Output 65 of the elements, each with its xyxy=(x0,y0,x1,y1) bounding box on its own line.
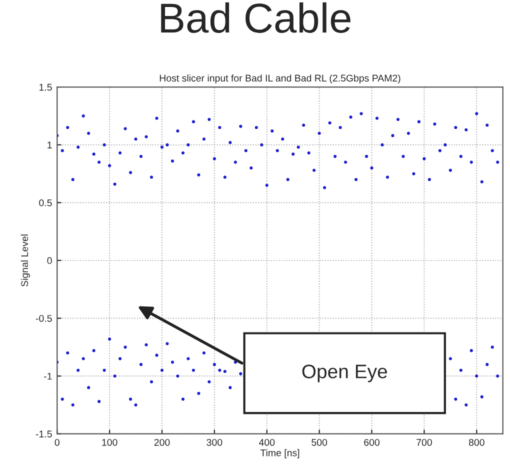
point xyxy=(454,398,458,401)
point xyxy=(176,374,180,378)
x-tick-label: 200 xyxy=(154,438,170,446)
point xyxy=(160,368,164,372)
point xyxy=(87,386,90,390)
y-tick-label: -1.5 xyxy=(36,430,52,438)
point xyxy=(186,357,190,360)
point xyxy=(239,372,242,376)
point xyxy=(92,349,96,352)
x-tick-label: 800 xyxy=(468,438,484,446)
point xyxy=(170,360,174,364)
point xyxy=(128,398,132,401)
point xyxy=(470,349,473,352)
point xyxy=(448,357,452,360)
point xyxy=(124,346,127,349)
y-tick-label: -0.5 xyxy=(36,314,52,322)
point xyxy=(76,368,80,372)
point xyxy=(60,398,64,401)
x-tick-label: 500 xyxy=(312,438,328,446)
point xyxy=(98,400,101,404)
point xyxy=(102,368,106,372)
y-tick-label: -1 xyxy=(44,372,52,380)
y-tick-label: 1 xyxy=(48,142,52,148)
point xyxy=(218,368,222,372)
x-tick-label: 0 xyxy=(54,438,60,446)
x-tick-label: 100 xyxy=(102,438,118,446)
point xyxy=(150,380,154,384)
point xyxy=(82,357,85,360)
y-tick-label: 0 xyxy=(47,257,52,264)
point xyxy=(197,392,200,395)
y-axis-title: Signal Level xyxy=(20,234,30,286)
chart-title: Bad Cable xyxy=(161,2,350,33)
point xyxy=(118,357,122,360)
x-tick-label: 400 xyxy=(258,438,275,446)
point xyxy=(208,380,211,384)
point xyxy=(459,368,462,372)
point xyxy=(480,395,484,398)
point xyxy=(113,374,116,378)
point xyxy=(134,403,138,406)
annotation: Open Eye xyxy=(302,364,387,382)
x-tick-label: 300 xyxy=(206,438,222,446)
point xyxy=(202,351,206,354)
point xyxy=(192,368,196,372)
point xyxy=(228,386,232,390)
point xyxy=(490,346,494,349)
x-tick-label: 600 xyxy=(364,438,380,446)
point xyxy=(464,403,468,406)
point xyxy=(66,351,70,354)
point xyxy=(108,337,112,341)
x-axis-title: Time [ns] xyxy=(260,449,300,458)
point xyxy=(139,362,143,366)
point xyxy=(475,374,478,378)
chart-subtitle: Host slicer input for Bad IL and Bad RL (2.5Gbps PAM2) xyxy=(160,74,400,84)
point xyxy=(496,374,500,378)
point xyxy=(181,398,185,401)
point xyxy=(166,342,169,346)
point xyxy=(144,343,148,346)
y-tick-label: 1.5 xyxy=(39,84,52,91)
point xyxy=(486,362,489,366)
point xyxy=(71,403,74,406)
point xyxy=(155,354,158,357)
point xyxy=(223,370,226,373)
x-tick-label: 700 xyxy=(416,438,432,446)
point xyxy=(212,362,216,366)
y-tick-label: 0.5 xyxy=(39,199,52,206)
